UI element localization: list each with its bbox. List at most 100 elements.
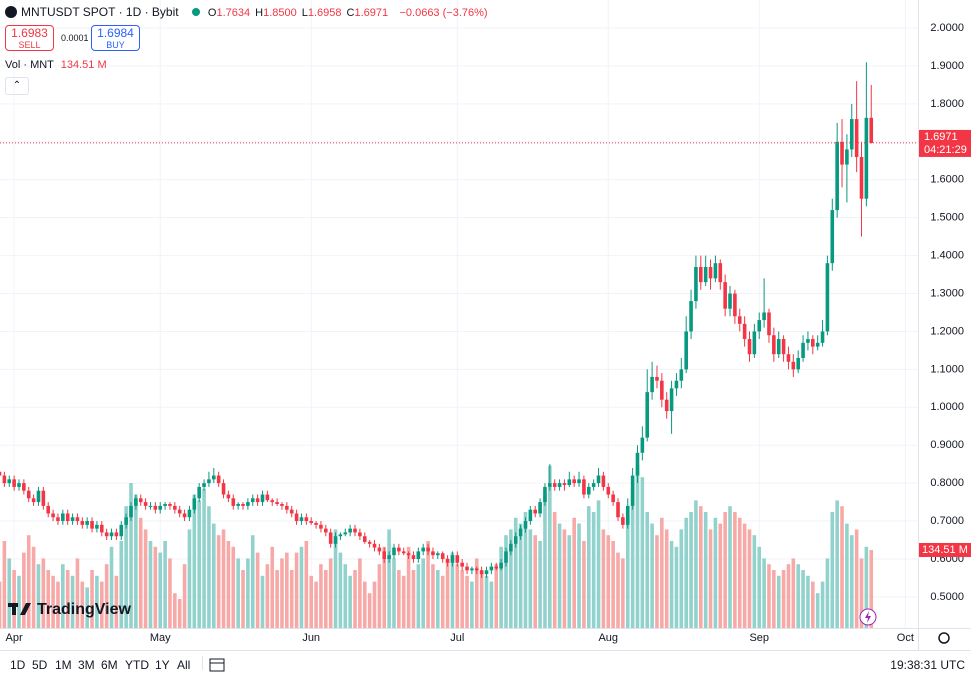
ohlc-value: 1.6971 (354, 7, 389, 19)
candle-body (56, 517, 60, 522)
range-button[interactable]: 1M (55, 658, 72, 672)
candle-body (80, 521, 85, 525)
volume-bar (840, 506, 844, 628)
candle-body (392, 547, 396, 556)
volume-bar (518, 523, 523, 628)
candle-body (757, 320, 762, 332)
y-tick-label: 1.2000 (930, 325, 964, 337)
volume-bar (625, 512, 630, 628)
symbol-title[interactable]: MNTUSDT SPOT · 1D · Bybit (21, 5, 179, 19)
volume-bar (474, 558, 479, 628)
volume-bar (655, 535, 659, 628)
volume-bar (679, 529, 684, 628)
volume-bar (353, 570, 357, 628)
volume-bar (324, 570, 328, 628)
candle-body (134, 498, 138, 506)
volume-bar (397, 570, 401, 628)
volume-bar (762, 558, 766, 628)
volume-bar (450, 552, 455, 628)
range-button[interactable]: All (177, 658, 191, 672)
y-tick-label: 1.0000 (930, 401, 964, 413)
candle-body (207, 479, 211, 484)
volume-bar (41, 558, 46, 628)
candle-body (601, 475, 606, 487)
candle-body (591, 483, 596, 487)
volume-bar (280, 558, 284, 628)
candle-body (109, 532, 114, 537)
candle-body (455, 555, 460, 563)
x-tick-label: Jul (450, 632, 464, 644)
volume-bar (431, 564, 435, 628)
candle-body (177, 509, 182, 514)
candle-body (26, 490, 31, 499)
candle-body (36, 490, 41, 503)
clock: 19:38:31 UTC (890, 658, 965, 672)
y-tick-label: 2.0000 (930, 22, 964, 34)
volume-bar (299, 546, 304, 628)
volume-bar (138, 517, 143, 628)
candle-body (781, 339, 786, 355)
volume-last: 134.51 M (60, 59, 107, 71)
x-tick-label: Oct (897, 632, 914, 644)
range-button[interactable]: 3M (78, 658, 95, 672)
volume-bar (26, 535, 31, 628)
volume-bar (392, 558, 396, 628)
volume-bar (119, 541, 124, 628)
volume-bar (95, 575, 99, 628)
sell-button[interactable]: 1.6983 SELL (5, 25, 54, 51)
candle-body (124, 517, 128, 525)
candle-body (168, 503, 172, 506)
buy-button[interactable]: 1.6984 BUY (91, 25, 140, 51)
settings-icon[interactable] (938, 632, 950, 644)
volume-label: 134.51 M (922, 544, 968, 556)
sell-label: SELL (18, 40, 41, 50)
volume-bar (767, 564, 771, 628)
candle-body (869, 117, 874, 143)
volume-bar (36, 564, 41, 628)
ohlc-legend: O1.7634 H1.8500 L1.6958 C1.6971 (208, 7, 393, 19)
candle-body (119, 524, 124, 537)
countdown: 04:21:29 (924, 144, 967, 156)
candle-body (173, 505, 177, 510)
candle-body (557, 483, 562, 487)
calendar-frame (209, 658, 225, 672)
calendar-icon[interactable] (209, 658, 225, 672)
candle-body (489, 566, 494, 571)
candle-body (733, 293, 737, 317)
volume-bar (236, 558, 240, 628)
volume-legend: Vol · MNT 134.51 M (5, 59, 107, 71)
candle-body (621, 517, 625, 525)
candle-body (328, 532, 333, 544)
candle-body (275, 502, 279, 504)
volume-bar (801, 570, 805, 628)
candle-body (815, 342, 820, 347)
range-button[interactable]: YTD (125, 658, 149, 672)
candle-body (95, 524, 99, 529)
candle-body (99, 524, 104, 533)
range-button[interactable]: 5D (32, 658, 48, 672)
collapse-button[interactable]: ⌃ (5, 77, 29, 95)
range-button[interactable]: 6M (101, 658, 118, 672)
candle-body (7, 479, 12, 484)
candle-body (197, 486, 201, 499)
logo-mark (12, 603, 16, 615)
range-button[interactable]: 1Y (155, 658, 170, 672)
volume-bar (596, 500, 601, 628)
range-button[interactable]: 1D (10, 658, 26, 672)
volume-bar (2, 541, 7, 628)
candle-body (421, 547, 426, 552)
candle-body (820, 331, 825, 343)
candle-body (835, 141, 839, 211)
volume-bar (333, 529, 338, 628)
candle-body (450, 555, 455, 563)
volume-bar (61, 564, 65, 628)
candle-body (182, 513, 187, 518)
volume-bar (348, 575, 352, 628)
candle-body (625, 505, 630, 525)
volume-bar (713, 517, 718, 628)
volume-bar (275, 570, 279, 628)
volume-bar (246, 558, 250, 628)
volume-bar (406, 546, 411, 628)
